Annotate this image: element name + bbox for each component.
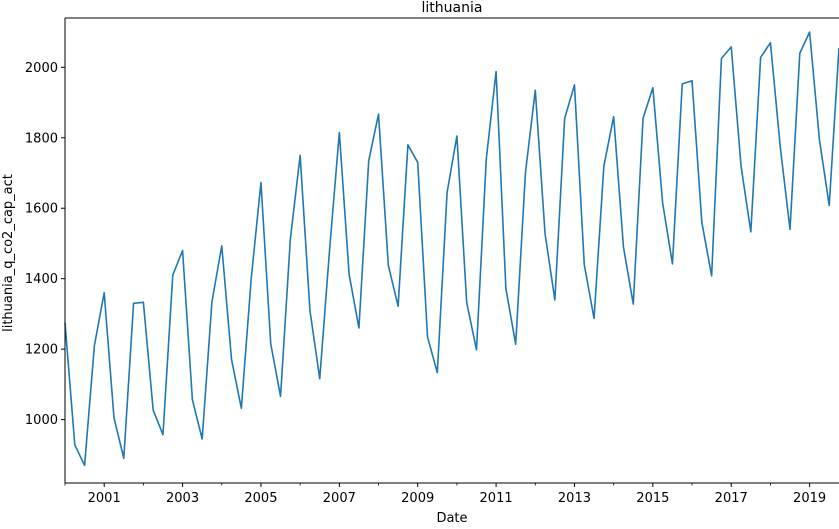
- y-axis-label: lithuania_q_co2_cap_act: [1, 174, 16, 332]
- y-tick-label: 1600: [25, 202, 58, 217]
- x-tick-label: 2015: [636, 491, 669, 506]
- y-tick-label: 1200: [25, 343, 58, 358]
- plot-area: 1000 1200 1400 1600 1800 2000 2001 2003 2005 2007…: [25, 17, 839, 506]
- y-tick-label: 1800: [25, 131, 58, 146]
- y-tick-label: 1400: [25, 272, 58, 287]
- chart-title: lithuania: [422, 0, 483, 16]
- x-tick-label: 2003: [166, 491, 199, 506]
- x-tick-label: 2009: [401, 491, 434, 506]
- y-tick-label: 1000: [25, 413, 58, 428]
- x-axis-label: Date: [436, 511, 467, 525]
- x-tick-label: 2001: [88, 491, 121, 506]
- x-tick-label: 2013: [558, 491, 591, 506]
- x-tick-label: 2019: [793, 491, 826, 506]
- x-tick-label: 2017: [715, 491, 748, 506]
- x-tick-label: 2011: [480, 491, 513, 506]
- y-tick-label: 2000: [25, 61, 58, 76]
- x-tick-label: 2007: [323, 491, 356, 506]
- series-line: [64, 31, 839, 467]
- x-tick-label: 2005: [244, 491, 277, 506]
